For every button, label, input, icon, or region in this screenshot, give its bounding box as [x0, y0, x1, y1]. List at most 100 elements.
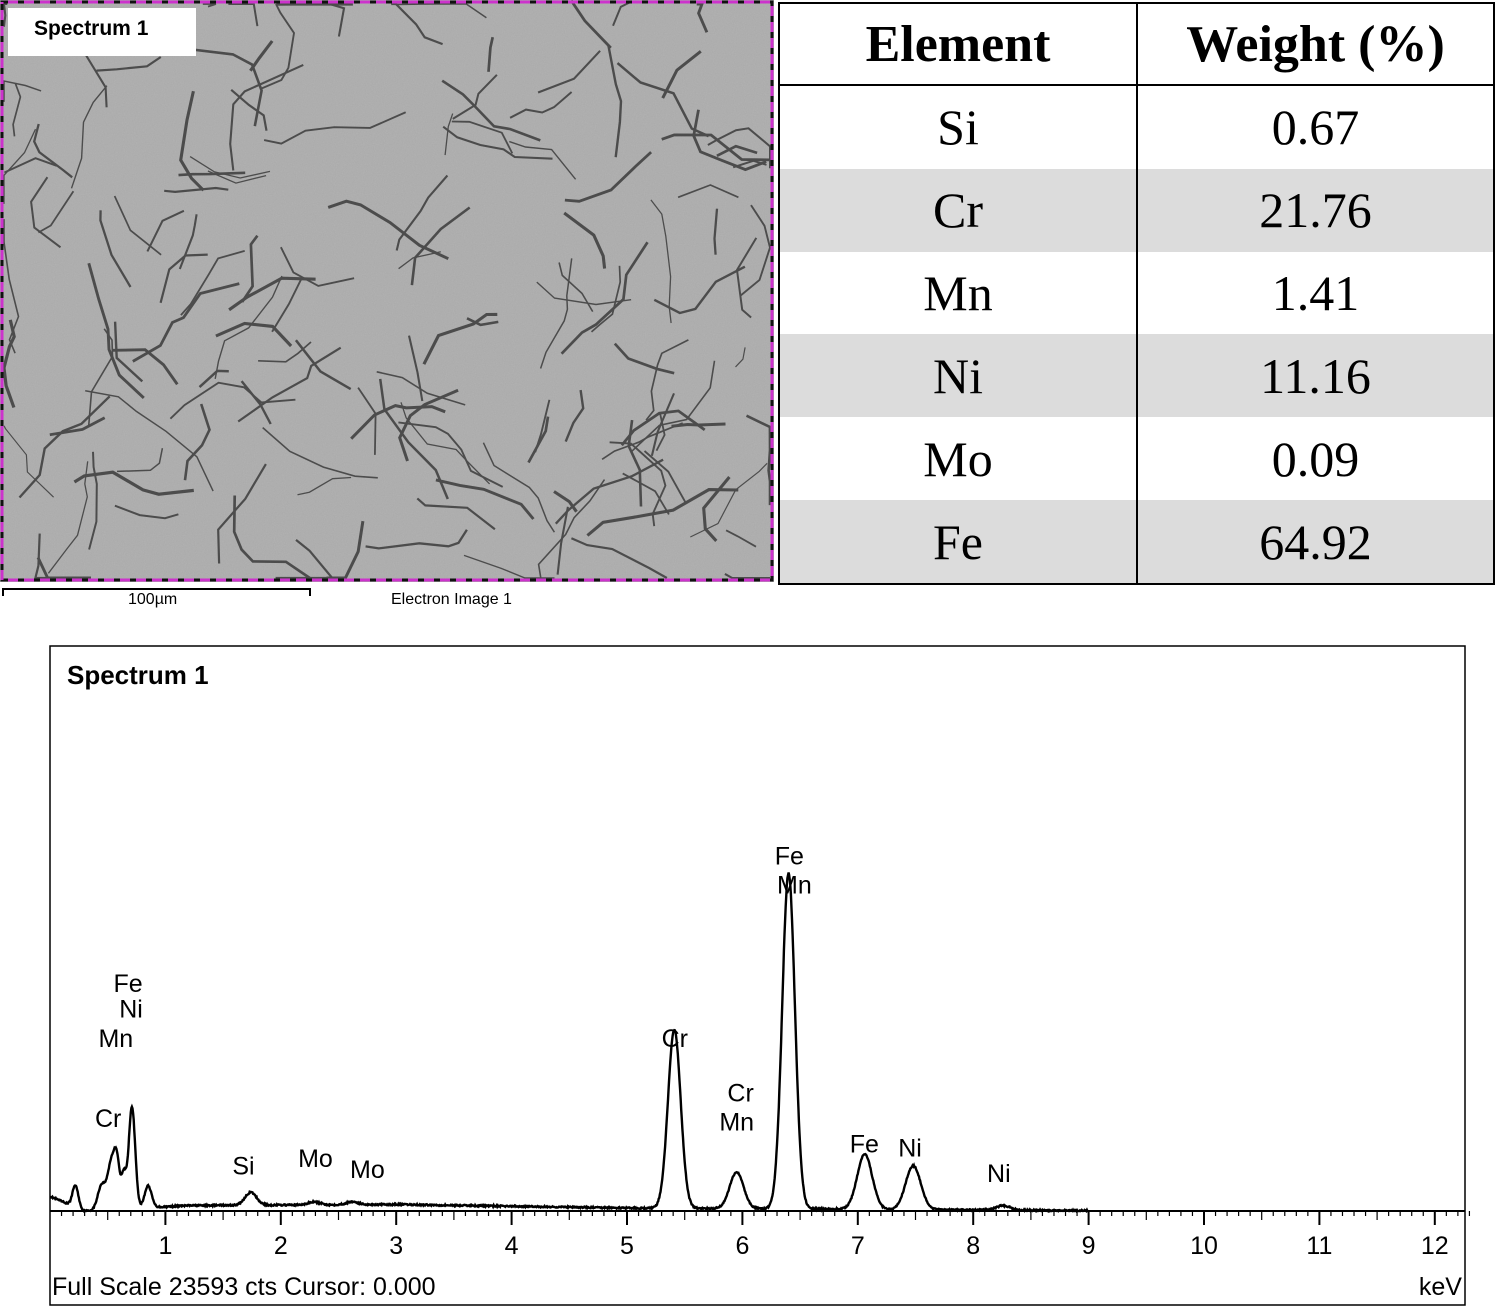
dendrite-boundary — [396, 3, 487, 19]
dendrite-boundary — [297, 476, 352, 496]
weight-cell: 1.41 — [1136, 251, 1495, 335]
dendrite-boundary — [3, 80, 42, 102]
dendrite-boundary — [466, 317, 499, 327]
dendrite-boundary — [113, 321, 144, 383]
scale-bar-label: 100µm — [128, 591, 178, 608]
x-tick-labels: 1 2 3 4 5 6 7 8 9 10 11 12 — [158, 1232, 1448, 1260]
dendrite-boundary — [180, 250, 245, 316]
dendrite-boundary — [410, 206, 471, 286]
dendrite-boundary — [613, 342, 675, 375]
element-cell: Fe — [778, 500, 1138, 585]
dendrite-boundary — [745, 414, 772, 506]
dendrite-boundary — [47, 461, 89, 574]
chart-footer: Full Scale 23593 cts Cursor: 0.000 — [52, 1273, 436, 1301]
dendrite-boundary — [88, 451, 98, 550]
element-cell: Cr — [778, 168, 1138, 252]
peak-label: Mn — [719, 1109, 754, 1137]
dendrite-boundary — [487, 36, 495, 72]
x-tick-label: 11 — [1306, 1232, 1332, 1260]
dendrite-boundary — [556, 506, 569, 575]
dendrite-boundary — [37, 190, 75, 234]
dendrite-boundary — [2, 2, 8, 27]
sem-label-box — [8, 8, 196, 56]
dendrite-boundary — [178, 171, 246, 177]
dendrite-boundary — [400, 402, 491, 485]
peak-label: Cr — [662, 1025, 688, 1053]
dendrite-boundary — [327, 199, 449, 261]
dendrite-boundary — [696, 2, 709, 33]
dendrite-boundary — [271, 277, 303, 333]
sem-image-panel: Spectrum 1 — [0, 0, 774, 582]
dendrite-boundary — [536, 281, 632, 306]
chart-title: Spectrum 1 — [67, 660, 209, 690]
weight-cell: 21.76 — [1136, 168, 1495, 252]
table-header-row: Element Weight (%) — [778, 2, 1495, 86]
dendrite-boundary — [214, 275, 283, 380]
dendrite-boundary — [740, 204, 771, 297]
peak-label: Mo — [298, 1145, 333, 1173]
sem-micrograph — [0, 0, 774, 582]
header-weight: Weight (%) — [1136, 2, 1495, 86]
dendrite-boundary — [240, 234, 259, 303]
dendrite-boundary — [391, 2, 443, 46]
dendrite-boundary — [32, 123, 73, 179]
element-cell: Mn — [778, 251, 1138, 335]
dendrite-boundary — [87, 262, 145, 399]
dendrite-boundary — [398, 388, 459, 462]
weight-cell: 11.16 — [1136, 334, 1495, 418]
dendrite-boundary — [451, 120, 514, 154]
peak-label: Fe — [775, 842, 804, 870]
dendrite-boundary — [159, 253, 208, 304]
x-tick-label: 7 — [851, 1232, 865, 1260]
dendrite-boundary — [202, 3, 217, 8]
dendrite-boundary — [444, 113, 454, 156]
sem-frame — [0, 0, 774, 582]
electron-image-label: Electron Image 1 — [391, 591, 512, 608]
dendrite-boundary — [452, 74, 498, 120]
dendrite-boundary — [716, 144, 758, 158]
dendrite-boundary — [463, 554, 555, 579]
dendrite-boundary — [262, 426, 378, 479]
element-cell: Si — [778, 85, 1138, 169]
dendrite-boundary — [294, 339, 352, 391]
dendrite-boundary — [36, 556, 91, 580]
dendrite-boundary — [539, 258, 573, 369]
peak-label: Cr — [727, 1080, 753, 1108]
x-axis-label: keV — [1419, 1273, 1462, 1301]
dendrite-boundary — [329, 2, 346, 37]
dendrite-boundary — [537, 50, 601, 94]
dendrite-boundary — [482, 442, 556, 533]
peak-label: Fe — [850, 1131, 879, 1159]
dendrite-boundary — [230, 88, 268, 131]
dendrite-boundary — [12, 82, 22, 137]
dendrite-boundary — [630, 360, 716, 453]
dendrite-boundary — [713, 208, 719, 255]
x-tick-label: 12 — [1421, 1232, 1449, 1260]
table-row: Mo 0.09 — [778, 417, 1495, 501]
chart-frame — [49, 645, 1466, 1306]
dendrite-boundary — [725, 529, 757, 548]
dendrite-boundary — [735, 347, 746, 368]
dendrite-boundary — [650, 199, 672, 324]
x-ticks — [60, 1211, 1471, 1225]
dendrite-boundary — [2, 319, 16, 409]
table-row: Si 0.67 — [778, 85, 1495, 169]
dendrite-boundary — [132, 282, 240, 363]
dendrite-boundary — [326, 520, 365, 580]
dendrite-boundary — [178, 214, 198, 270]
dendrite-boundary — [570, 537, 668, 579]
dendrite-boundary — [240, 380, 272, 425]
table-row: Fe 64.92 — [778, 500, 1495, 585]
dendrite-boundary — [707, 127, 771, 169]
dendrite-boundary — [609, 441, 667, 527]
dendrite-boundary — [85, 390, 214, 492]
dendrite-boundary — [99, 210, 132, 288]
x-tick-label: 8 — [966, 1232, 980, 1260]
dendrite-boundary — [563, 211, 607, 269]
dendrite-boundary — [179, 90, 205, 192]
dendrite-boundary — [114, 504, 179, 520]
dendrite-boundary — [70, 85, 108, 189]
weight-cell: 0.67 — [1136, 85, 1495, 169]
dendrite-boundary — [607, 44, 623, 158]
